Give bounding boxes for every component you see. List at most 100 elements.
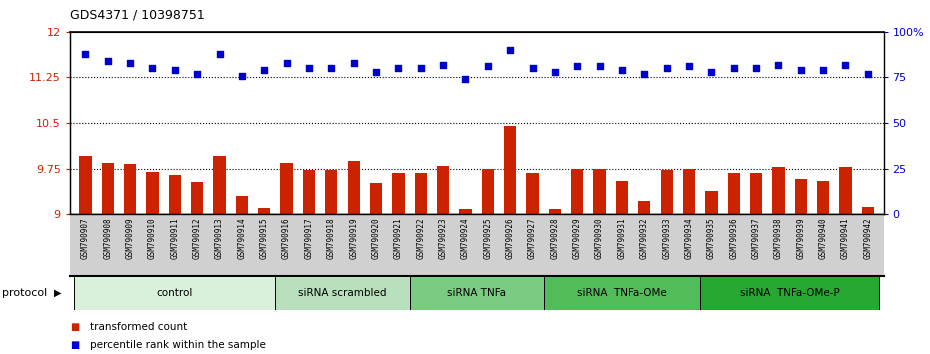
Bar <box>482 169 494 214</box>
Text: GSM790938: GSM790938 <box>774 217 783 259</box>
Bar <box>392 173 405 214</box>
Bar <box>616 181 628 214</box>
Bar <box>772 167 785 214</box>
Bar <box>124 164 137 214</box>
Text: GSM790933: GSM790933 <box>662 217 671 259</box>
Text: GSM790931: GSM790931 <box>618 217 627 259</box>
Bar <box>370 183 382 214</box>
Point <box>838 62 853 68</box>
Text: GSM790908: GSM790908 <box>103 217 113 259</box>
Point <box>346 60 361 66</box>
Text: GSM790942: GSM790942 <box>863 217 872 259</box>
Text: GSM790941: GSM790941 <box>841 217 850 259</box>
Bar <box>191 182 204 214</box>
Point <box>212 51 227 57</box>
Point <box>257 67 272 73</box>
Text: GSM790932: GSM790932 <box>640 217 649 259</box>
Point <box>368 69 383 75</box>
Point <box>435 62 450 68</box>
Bar <box>750 173 763 214</box>
Text: GSM790921: GSM790921 <box>394 217 403 259</box>
Text: GSM790914: GSM790914 <box>237 217 246 259</box>
Text: GSM790934: GSM790934 <box>684 217 694 259</box>
Text: GSM790940: GSM790940 <box>818 217 828 259</box>
Point <box>234 73 249 79</box>
Point <box>167 67 182 73</box>
Point <box>481 64 496 69</box>
Text: GSM790907: GSM790907 <box>81 217 90 259</box>
Point <box>592 64 607 69</box>
Bar <box>348 161 360 214</box>
Point <box>503 47 518 53</box>
Text: GSM790930: GSM790930 <box>595 217 604 259</box>
Bar <box>74 276 275 310</box>
Text: GSM790912: GSM790912 <box>193 217 202 259</box>
Text: siRNA  TNFa-OMe-P: siRNA TNFa-OMe-P <box>739 288 840 298</box>
Text: percentile rank within the sample: percentile rank within the sample <box>90 340 266 350</box>
Point <box>391 65 405 71</box>
Point <box>301 65 316 71</box>
Point <box>190 71 205 76</box>
Text: GSM790929: GSM790929 <box>573 217 582 259</box>
Text: control: control <box>156 288 193 298</box>
Bar <box>638 201 650 214</box>
Point <box>793 67 808 73</box>
Bar <box>727 173 740 214</box>
Text: GSM790911: GSM790911 <box>170 217 179 259</box>
Point <box>570 64 585 69</box>
Bar <box>146 172 159 214</box>
Text: GSM790917: GSM790917 <box>304 217 313 259</box>
Text: siRNA  TNFa-OMe: siRNA TNFa-OMe <box>577 288 667 298</box>
Text: GSM790926: GSM790926 <box>506 217 514 259</box>
Text: GSM790923: GSM790923 <box>439 217 447 259</box>
Bar <box>259 208 271 214</box>
Bar <box>213 156 226 214</box>
Text: siRNA TNFa: siRNA TNFa <box>447 288 506 298</box>
Text: GSM790920: GSM790920 <box>371 217 380 259</box>
Text: GSM790925: GSM790925 <box>484 217 492 259</box>
Bar <box>862 207 874 214</box>
Bar <box>660 170 672 214</box>
Bar <box>817 181 830 214</box>
Bar <box>303 170 315 214</box>
Point <box>726 65 741 71</box>
Point <box>78 51 93 57</box>
Bar <box>526 173 538 214</box>
Text: GSM790924: GSM790924 <box>461 217 470 259</box>
Bar <box>593 169 605 214</box>
Text: GSM790935: GSM790935 <box>707 217 716 259</box>
Text: GSM790915: GSM790915 <box>259 217 269 259</box>
Bar <box>415 173 427 214</box>
Text: ▶: ▶ <box>54 288 61 298</box>
Bar <box>459 209 472 214</box>
Text: GSM790927: GSM790927 <box>528 217 537 259</box>
Bar <box>549 209 561 214</box>
Bar <box>79 156 91 214</box>
Point <box>324 65 339 71</box>
Text: GSM790916: GSM790916 <box>282 217 291 259</box>
Text: GSM790928: GSM790928 <box>551 217 559 259</box>
Point <box>682 64 697 69</box>
Text: GSM790909: GSM790909 <box>126 217 135 259</box>
Text: ■: ■ <box>70 340 79 350</box>
Point <box>548 69 563 75</box>
Text: GSM790919: GSM790919 <box>349 217 358 259</box>
Point <box>659 65 674 71</box>
Point <box>615 67 630 73</box>
Point <box>704 69 719 75</box>
Text: GSM790910: GSM790910 <box>148 217 157 259</box>
Point <box>100 58 115 64</box>
Text: siRNA scrambled: siRNA scrambled <box>299 288 387 298</box>
Text: ■: ■ <box>70 322 79 332</box>
Point <box>637 71 652 76</box>
Bar <box>700 276 879 310</box>
Text: protocol: protocol <box>2 288 47 298</box>
Bar <box>794 179 807 214</box>
Bar <box>571 169 583 214</box>
Point <box>413 65 428 71</box>
Bar <box>544 276 700 310</box>
Bar <box>705 191 718 214</box>
Bar <box>326 170 338 214</box>
Point <box>145 65 160 71</box>
Point <box>279 60 294 66</box>
